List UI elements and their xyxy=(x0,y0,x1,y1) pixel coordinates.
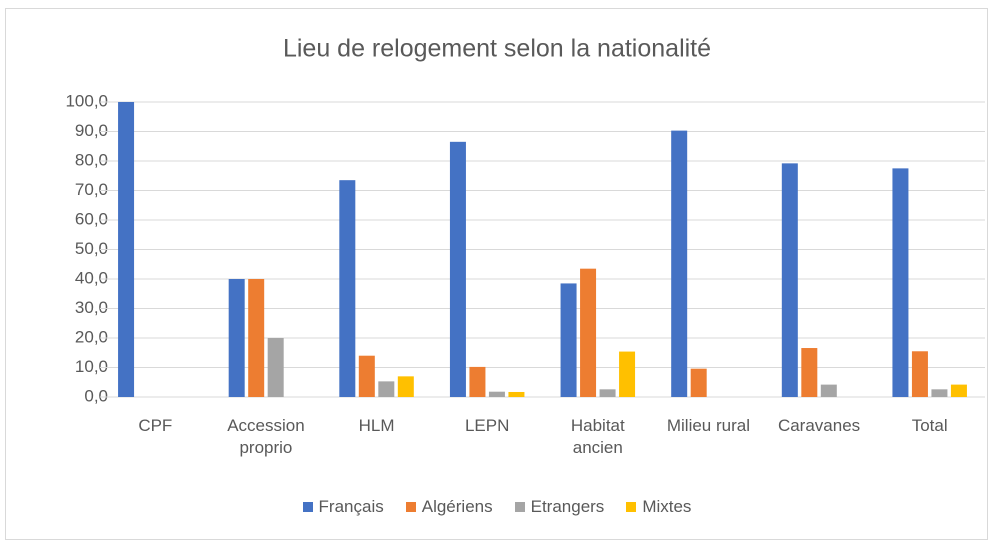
legend-item: Algériens xyxy=(405,497,493,517)
y-tick-label: 50,0 xyxy=(75,239,108,258)
bar xyxy=(449,141,466,397)
bar xyxy=(931,389,948,397)
legend-swatch xyxy=(405,502,416,512)
x-tick-label: LEPN xyxy=(464,416,510,435)
y-tick-label: 20,0 xyxy=(75,327,108,346)
legend-swatch xyxy=(302,502,313,512)
y-tick-label: 90,0 xyxy=(75,121,108,140)
bar xyxy=(911,351,928,397)
bar xyxy=(488,391,505,397)
bar xyxy=(397,376,414,397)
legend-label: Etrangers xyxy=(530,497,605,516)
legend-label: Français xyxy=(318,497,384,516)
legend-item: Etrangers xyxy=(514,497,605,517)
y-tick-label: 80,0 xyxy=(75,150,108,169)
bar xyxy=(892,168,909,397)
bar xyxy=(339,180,356,397)
x-tick-label: Accession proprio xyxy=(227,416,305,457)
bar xyxy=(950,384,967,397)
bar xyxy=(619,351,636,397)
bar xyxy=(690,368,707,397)
y-tick-label: 10,0 xyxy=(75,357,108,376)
bar xyxy=(248,279,265,397)
bar xyxy=(820,384,837,397)
bar xyxy=(267,338,284,397)
x-tick-label: Caravanes xyxy=(777,416,861,435)
chart-title: Lieu de relogement selon la nationalité xyxy=(283,35,711,63)
bar xyxy=(469,366,486,397)
bar xyxy=(378,381,395,397)
x-tick-label: Habitat ancien xyxy=(570,416,625,457)
legend-label: Mixtes xyxy=(642,497,692,516)
legend-label: Algériens xyxy=(421,497,493,516)
bar xyxy=(228,279,245,397)
bar xyxy=(781,163,798,397)
bar xyxy=(560,283,577,397)
bar xyxy=(580,268,597,397)
y-tick-label: 70,0 xyxy=(75,180,108,199)
legend-swatch xyxy=(514,502,525,512)
x-tick-label: Total xyxy=(911,416,948,435)
legend: Français Algériens Etrangers Mixtes xyxy=(0,497,994,517)
bar xyxy=(358,355,375,397)
bar xyxy=(599,389,616,397)
legend-item: Mixtes xyxy=(626,497,691,517)
bar xyxy=(671,130,688,398)
bar xyxy=(508,391,525,397)
y-tick-label: 100,0 xyxy=(65,91,108,110)
x-tick-label: Milieu rural xyxy=(666,416,750,435)
x-tick-label: HLM xyxy=(358,416,395,435)
x-tick-label: CPF xyxy=(138,416,173,435)
y-tick-label: 30,0 xyxy=(75,298,108,317)
bar xyxy=(118,102,135,397)
chart-border xyxy=(5,8,988,540)
bar xyxy=(801,348,818,397)
legend-swatch xyxy=(626,502,637,512)
y-tick-label: 60,0 xyxy=(75,209,108,228)
legend-item: Français xyxy=(302,497,384,517)
y-tick-label: 0,0 xyxy=(84,386,108,405)
y-tick-label: 40,0 xyxy=(75,268,108,287)
